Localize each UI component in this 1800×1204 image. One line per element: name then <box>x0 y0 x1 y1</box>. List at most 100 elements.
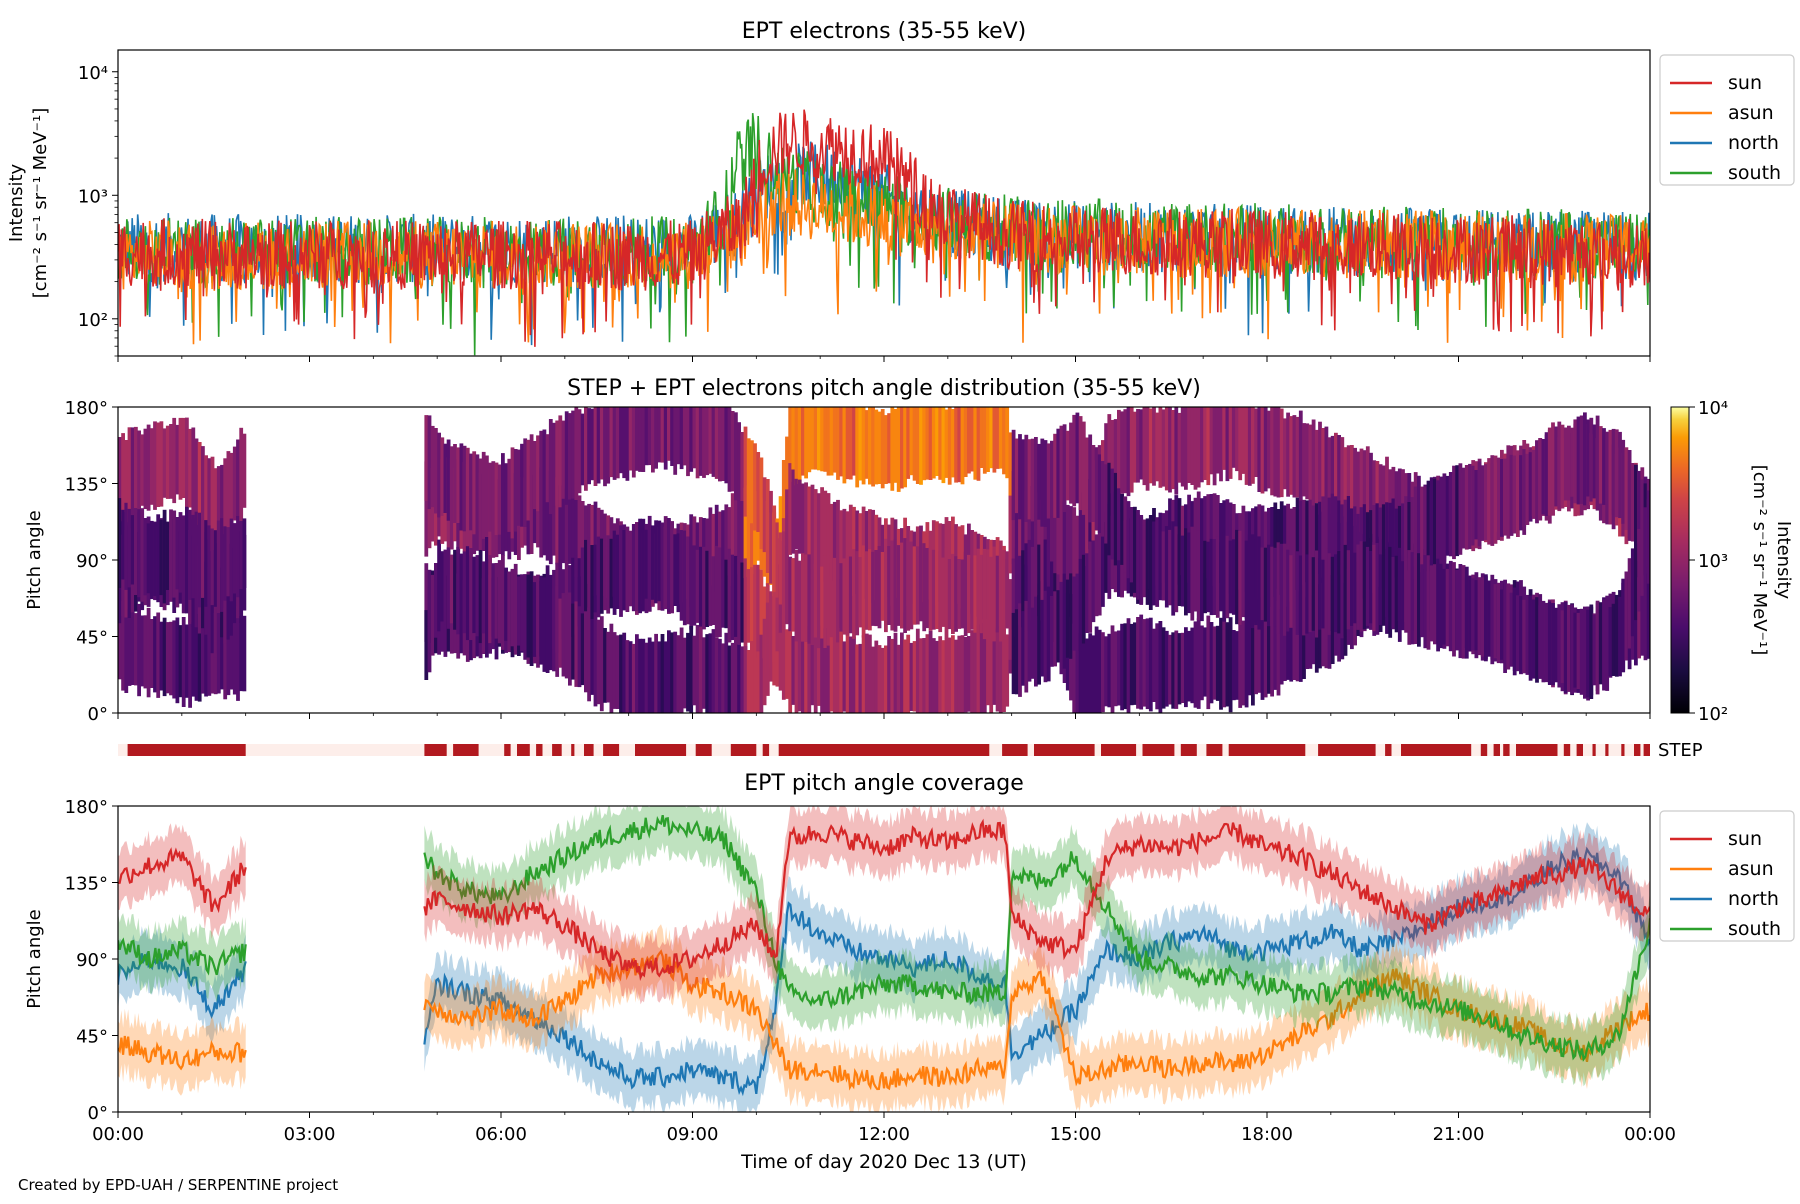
heatmap-cell <box>1075 573 1080 649</box>
heatmap-cell <box>1369 452 1373 538</box>
heatmap-cell <box>826 493 831 583</box>
heatmap-cell <box>1592 614 1597 686</box>
heatmap-cell <box>1343 447 1348 517</box>
heatmap-cell <box>1215 625 1220 701</box>
heatmap-cell <box>1065 430 1070 501</box>
heatmap-cell <box>848 636 853 713</box>
heatmap-cell <box>1314 429 1319 504</box>
heatmap-cell <box>1286 503 1290 589</box>
heatmap-cell <box>1152 407 1156 486</box>
heatmap-cell <box>1222 407 1227 470</box>
heatmap-cell <box>625 407 630 481</box>
heatmap-cell <box>494 563 499 639</box>
heatmap-cell <box>1072 414 1077 507</box>
heatmap-cell <box>465 447 470 533</box>
heatmap-cell <box>861 407 866 485</box>
heatmap-cell <box>877 546 882 629</box>
heatmap-cell <box>1212 407 1217 486</box>
heatmap-cell <box>1075 643 1080 713</box>
heatmap-cell <box>1008 495 1013 574</box>
heatmap-cell <box>1078 494 1083 590</box>
step-segment <box>571 744 575 756</box>
heatmap-cell <box>1407 550 1412 645</box>
heatmap-cell <box>194 511 199 605</box>
heatmap-cell <box>232 612 237 695</box>
panel1-title: EPT electrons (35-55 keV) <box>742 19 1027 44</box>
heatmap-cell <box>1394 555 1399 633</box>
heatmap-cell <box>1021 550 1025 628</box>
heatmap-cell <box>1222 532 1227 622</box>
panel2-title: STEP + EPT electrons pitch angle distrib… <box>567 376 1201 401</box>
heatmap-cell <box>711 556 716 625</box>
heatmap-cell <box>890 638 895 713</box>
heatmap-cell <box>1375 461 1380 537</box>
heatmap-cell <box>587 537 591 633</box>
heatmap-cell <box>1448 565 1453 652</box>
heatmap-cell <box>823 628 828 713</box>
heatmap-cell <box>1078 558 1083 652</box>
heatmap-cell <box>577 495 582 577</box>
heatmap-cell <box>995 555 1000 633</box>
heatmap-cell <box>1292 599 1297 680</box>
panel1-axes: 10² 10³ 10⁴ <box>78 63 118 357</box>
heatmap-cell <box>778 612 783 691</box>
heatmap-cell <box>826 627 831 713</box>
heatmap-cell <box>909 642 914 711</box>
heatmap-cell <box>1318 558 1322 630</box>
heatmap-cell <box>1522 599 1527 674</box>
heatmap-cell <box>842 508 847 584</box>
heatmap-cell <box>1123 496 1128 573</box>
heatmap-cell <box>443 549 448 625</box>
heatmap-cell <box>778 532 783 605</box>
heatmap-cell <box>580 413 585 486</box>
step-segment <box>1480 744 1488 756</box>
heatmap-cell <box>1442 568 1447 645</box>
heatmap-cell <box>673 407 678 475</box>
heatmap-cell <box>1334 554 1338 633</box>
heatmap-cell <box>587 607 591 702</box>
heatmap-cell <box>1030 607 1035 679</box>
heatmap-cell <box>1228 407 1233 479</box>
heatmap-cell <box>443 443 448 513</box>
heatmap-cell <box>1298 555 1303 633</box>
heatmap-cell <box>156 422 161 507</box>
heatmap-cell <box>1605 431 1610 505</box>
heatmap-cell <box>1337 551 1341 634</box>
panel1-ylabel-line1: Intensity <box>6 163 27 242</box>
heatmap-cell <box>424 563 429 642</box>
heatmap-cell <box>893 632 898 713</box>
heatmap-cell <box>1573 612 1578 688</box>
heatmap-cell <box>1021 484 1025 566</box>
heatmap-cell <box>1318 501 1322 574</box>
heatmap-cell <box>880 409 885 489</box>
heatmap-cell <box>1461 566 1466 658</box>
heatmap-cell <box>201 620 205 694</box>
heatmap-cell <box>1133 411 1137 483</box>
heatmap-cell <box>191 622 196 697</box>
heatmap-cell <box>826 555 831 646</box>
coverage-band-south <box>424 806 1650 1087</box>
step-segment <box>695 744 712 756</box>
heatmap-cell <box>935 552 939 629</box>
heatmap-cell <box>220 518 224 612</box>
heatmap-cell <box>1429 565 1434 642</box>
heatmap-cell <box>938 407 943 480</box>
heatmap-cell <box>1018 434 1022 520</box>
heatmap-cell <box>998 407 1003 469</box>
heatmap-cell <box>963 407 968 477</box>
heatmap-cell <box>596 536 601 618</box>
heatmap-cell <box>1241 620 1246 706</box>
heatmap-cell <box>1487 458 1491 545</box>
heatmap-cell <box>1215 407 1220 474</box>
heatmap-cell <box>1426 555 1431 650</box>
heatmap-cell <box>1203 540 1207 614</box>
heatmap-cell <box>181 515 186 588</box>
heatmap-cell <box>1337 500 1341 576</box>
panel3-legend-box <box>1659 810 1795 942</box>
heatmap-cell <box>1228 617 1233 713</box>
coverage-line-south <box>118 937 247 976</box>
heatmap-cell <box>823 490 828 582</box>
heatmap-cell <box>931 407 936 479</box>
heatmap-cell <box>647 515 652 611</box>
heatmap-cell <box>1314 550 1319 638</box>
